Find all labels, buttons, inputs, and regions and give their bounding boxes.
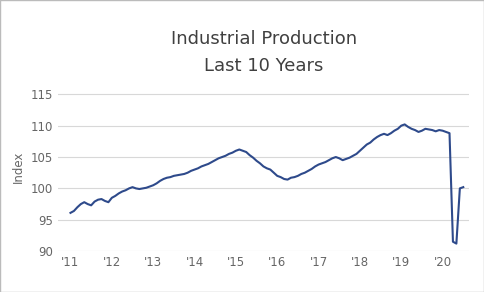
- Y-axis label: Index: Index: [12, 150, 25, 182]
- Title: Industrial Production
Last 10 Years: Industrial Production Last 10 Years: [171, 30, 357, 75]
